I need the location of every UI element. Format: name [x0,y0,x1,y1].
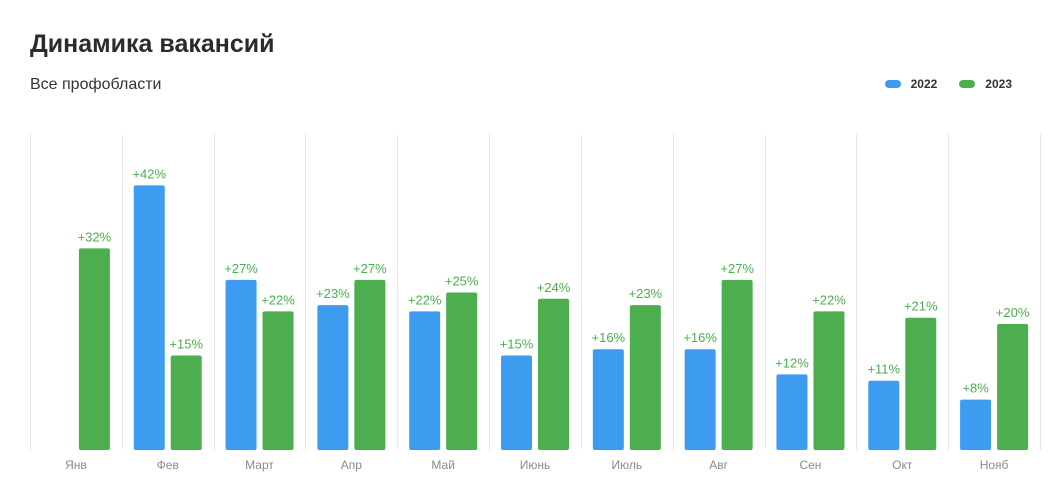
data-label-2023-7: +23% [629,286,663,301]
bar-2023-10[interactable] [905,317,937,450]
data-label-2022-9: +12% [775,355,809,370]
x-tick-label: Апр [341,458,363,472]
chart-legend: 2022 2023 [884,77,1012,91]
data-label-2022-7: +16% [592,330,626,345]
bar-2023-4[interactable] [354,279,386,450]
bar-2022-8[interactable] [684,349,716,450]
bar-2022-10[interactable] [868,380,900,450]
x-tick-label: Янв [65,458,87,472]
bar-2023-1[interactable] [78,248,110,450]
bar-2022-2[interactable] [133,185,165,450]
bar-2023-5[interactable] [446,292,478,451]
x-tick-label: Июль [612,458,643,472]
x-tick-label: Окт [892,458,913,472]
bar-2023-6[interactable] [538,298,569,450]
data-label-2023-11: +20% [996,305,1030,320]
bar-2023-9[interactable] [813,311,845,450]
legend-label-2022: 2022 [910,77,938,91]
legend-label-2023: 2023 [985,77,1012,91]
data-label-2023-9: +22% [812,292,846,307]
chart-subtitle: Все профобласти [30,76,162,93]
x-tick-label: Нояб [980,458,1009,472]
data-label-2022-3: +27% [224,261,258,276]
legend-swatch-2023 [959,80,976,88]
data-label-2023-6: +24% [537,280,571,295]
x-tick-label: Май [431,458,455,472]
legend-item-2023[interactable]: 2023 [959,77,1012,91]
data-label-2022-8: +16% [683,330,717,345]
x-tick-label: Июнь [520,458,551,472]
data-label-2023-5: +25% [445,274,479,289]
x-tick-label: Фев [157,458,179,472]
bar-2023-8[interactable] [721,279,753,450]
data-label-2023-1: +32% [78,229,112,244]
bar-2022-6[interactable] [501,355,532,451]
data-label-2023-3: +22% [261,292,295,307]
data-label-2022-5: +22% [408,292,442,307]
data-label-2023-2: +15% [169,337,203,352]
bar-2022-4[interactable] [317,305,349,450]
bar-2022-3[interactable] [225,279,257,450]
x-tick-label: Март [245,458,274,472]
chart-title: Динамика вакансий [30,30,275,58]
data-label-2022-2: +42% [132,166,166,181]
data-label-2023-10: +21% [904,299,938,314]
bar-2022-5[interactable] [409,311,441,450]
data-label-2022-4: +23% [316,286,350,301]
data-label-2023-8: +27% [720,261,754,276]
bar-2022-9[interactable] [776,374,808,450]
legend-item-2022[interactable]: 2022 [884,77,938,91]
data-label-2022-10: +11% [867,362,900,377]
bar-2023-11[interactable] [997,324,1029,450]
bar-2023-7[interactable] [629,305,661,450]
x-tick-label: Авг [709,458,728,472]
data-label-2022-11: +8% [962,381,989,396]
bar-2022-11[interactable] [960,399,992,450]
data-label-2023-4: +27% [353,261,387,276]
bar-2023-3[interactable] [262,311,294,450]
bar-2022-7[interactable] [592,349,624,450]
x-tick-label: Сен [799,458,821,472]
bar-2023-2[interactable] [170,355,202,451]
legend-swatch-2022 [884,80,901,88]
data-label-2022-6: +15% [500,337,534,352]
